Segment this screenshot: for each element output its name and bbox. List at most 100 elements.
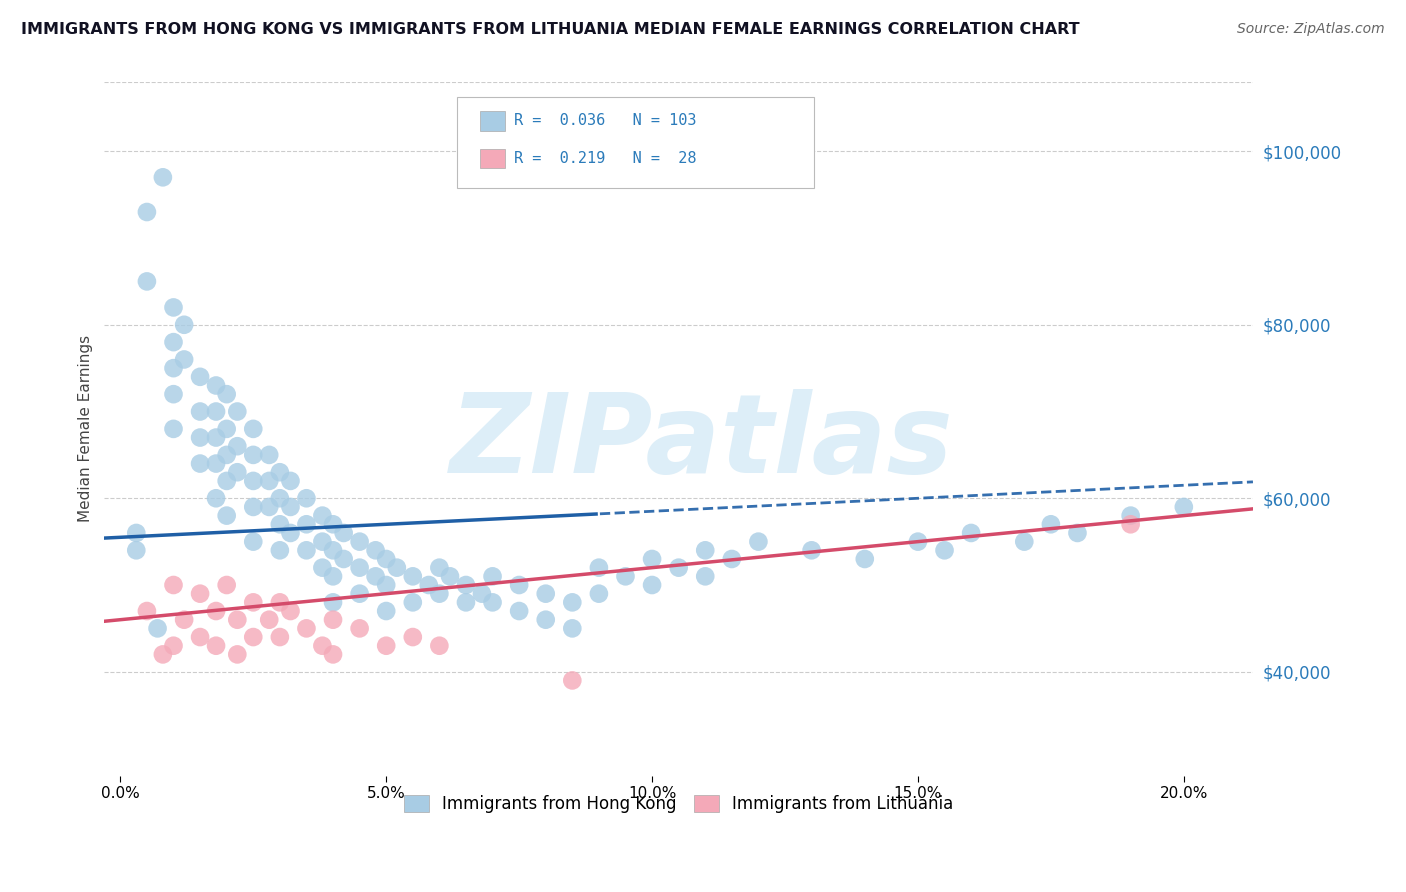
Text: R =  0.036   N = 103: R = 0.036 N = 103 bbox=[515, 113, 697, 128]
Point bbox=[561, 621, 583, 635]
Point bbox=[1173, 500, 1195, 514]
Point bbox=[481, 595, 503, 609]
Point bbox=[173, 613, 195, 627]
Point bbox=[508, 578, 530, 592]
Point bbox=[280, 474, 302, 488]
Point bbox=[146, 621, 169, 635]
Point bbox=[295, 491, 318, 506]
Point bbox=[269, 543, 291, 558]
Point bbox=[125, 525, 148, 540]
Point bbox=[135, 274, 157, 288]
Point bbox=[280, 525, 302, 540]
Point bbox=[322, 543, 344, 558]
Point bbox=[152, 170, 174, 185]
Point bbox=[280, 500, 302, 514]
Point bbox=[322, 569, 344, 583]
Point bbox=[188, 369, 211, 384]
Point bbox=[226, 648, 249, 662]
Point bbox=[322, 595, 344, 609]
Point bbox=[269, 517, 291, 532]
Point bbox=[257, 613, 280, 627]
Point bbox=[375, 639, 398, 653]
Point bbox=[332, 552, 354, 566]
Point bbox=[322, 613, 344, 627]
Point bbox=[614, 569, 637, 583]
Point bbox=[257, 500, 280, 514]
Point bbox=[721, 552, 744, 566]
Point bbox=[188, 431, 211, 445]
Point bbox=[402, 595, 425, 609]
Point bbox=[242, 534, 264, 549]
Point bbox=[226, 613, 249, 627]
Point bbox=[364, 569, 387, 583]
Point bbox=[429, 639, 451, 653]
Point bbox=[332, 525, 354, 540]
Point bbox=[205, 639, 228, 653]
Point bbox=[588, 560, 610, 574]
Point bbox=[295, 543, 318, 558]
Point bbox=[311, 560, 333, 574]
Point bbox=[454, 595, 477, 609]
Point bbox=[269, 465, 291, 479]
Point bbox=[907, 534, 929, 549]
Point bbox=[349, 621, 371, 635]
Point bbox=[375, 578, 398, 592]
Point bbox=[242, 422, 264, 436]
Point bbox=[375, 604, 398, 618]
Point bbox=[1039, 517, 1062, 532]
Point bbox=[322, 648, 344, 662]
Point bbox=[205, 378, 228, 392]
Point bbox=[188, 404, 211, 418]
Point bbox=[205, 604, 228, 618]
Point bbox=[205, 491, 228, 506]
Point bbox=[135, 604, 157, 618]
Point bbox=[257, 474, 280, 488]
Point bbox=[162, 335, 184, 350]
Point bbox=[561, 673, 583, 688]
Point bbox=[471, 587, 494, 601]
Point bbox=[215, 387, 238, 401]
Point bbox=[1066, 525, 1088, 540]
Point bbox=[641, 552, 664, 566]
Point bbox=[242, 448, 264, 462]
Point bbox=[295, 621, 318, 635]
Point bbox=[135, 205, 157, 219]
Point bbox=[226, 465, 249, 479]
Point bbox=[534, 613, 557, 627]
Point bbox=[1119, 517, 1142, 532]
Point bbox=[173, 318, 195, 332]
Point bbox=[561, 595, 583, 609]
Point bbox=[508, 604, 530, 618]
Point bbox=[429, 560, 451, 574]
Y-axis label: Median Female Earnings: Median Female Earnings bbox=[79, 335, 93, 523]
Point bbox=[215, 474, 238, 488]
Point bbox=[668, 560, 690, 574]
Point bbox=[1119, 508, 1142, 523]
Point bbox=[439, 569, 461, 583]
Point bbox=[205, 404, 228, 418]
Point bbox=[295, 517, 318, 532]
Text: ZIPatlas: ZIPatlas bbox=[450, 389, 953, 496]
FancyBboxPatch shape bbox=[479, 112, 505, 130]
Point bbox=[349, 560, 371, 574]
Point bbox=[162, 578, 184, 592]
Point bbox=[375, 552, 398, 566]
Point bbox=[162, 361, 184, 376]
Point bbox=[215, 508, 238, 523]
Point bbox=[402, 569, 425, 583]
Point bbox=[242, 500, 264, 514]
Point bbox=[205, 457, 228, 471]
Point bbox=[418, 578, 440, 592]
Point bbox=[188, 457, 211, 471]
Point bbox=[481, 569, 503, 583]
Point bbox=[269, 595, 291, 609]
Point bbox=[125, 543, 148, 558]
Point bbox=[349, 587, 371, 601]
Point bbox=[402, 630, 425, 644]
Text: IMMIGRANTS FROM HONG KONG VS IMMIGRANTS FROM LITHUANIA MEDIAN FEMALE EARNINGS CO: IMMIGRANTS FROM HONG KONG VS IMMIGRANTS … bbox=[21, 22, 1080, 37]
Point bbox=[695, 569, 717, 583]
Point bbox=[534, 587, 557, 601]
Point bbox=[257, 448, 280, 462]
Point bbox=[311, 639, 333, 653]
Point bbox=[188, 587, 211, 601]
